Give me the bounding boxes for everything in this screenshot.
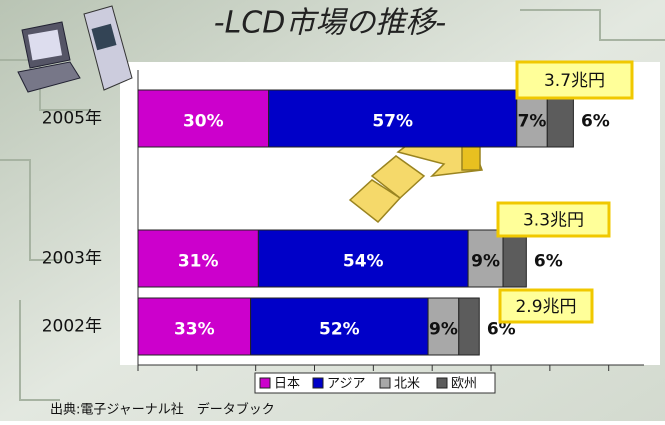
legend-label: 北米 <box>394 377 420 392</box>
total-label: 3.7兆円 <box>544 71 605 91</box>
data-label: 30% <box>183 112 224 132</box>
bar-segment <box>137 297 252 356</box>
data-label: 6% <box>534 252 563 272</box>
data-label: 52% <box>319 320 360 340</box>
data-label: 9% <box>471 252 500 272</box>
bar-segment <box>137 229 259 288</box>
legend-swatch <box>312 377 324 389</box>
total-box <box>496 201 611 238</box>
total-box <box>498 288 594 324</box>
data-label: 9% <box>429 320 458 340</box>
y-tick-label: 2005年 <box>42 109 102 129</box>
legend-swatch <box>259 377 271 389</box>
source-note: 出典:電子ジャーナル社 データブック <box>50 402 275 418</box>
bar-segment <box>502 229 527 288</box>
device-icons <box>17 5 133 93</box>
legend-swatch <box>379 377 391 389</box>
total-label: 3.3兆円 <box>523 211 584 231</box>
y-tick-label: 2002年 <box>42 317 102 337</box>
bar-segment <box>268 89 518 148</box>
chart-title: -LCD市場の推移- <box>214 6 446 41</box>
legend-label: アジア <box>327 377 365 392</box>
total-label: 2.9兆円 <box>515 297 576 317</box>
data-label: 54% <box>343 252 384 272</box>
legend: 日本 アジア 北米 欧州 <box>254 372 496 394</box>
circuit-pattern <box>0 9 665 401</box>
legend-swatch <box>436 377 448 389</box>
data-label: 33% <box>174 320 215 340</box>
data-label: 7% <box>518 112 547 132</box>
data-label: 31% <box>178 252 219 272</box>
data-label: 6% <box>487 320 516 340</box>
bar-segment <box>458 297 480 356</box>
legend-label: 日本 <box>274 377 300 392</box>
data-label: 57% <box>372 112 413 132</box>
data-label: 6% <box>581 112 610 132</box>
total-box <box>515 60 634 100</box>
bar-segment <box>137 89 270 148</box>
y-tick-label: 2003年 <box>42 249 102 269</box>
legend-label: 欧州 <box>451 377 477 392</box>
